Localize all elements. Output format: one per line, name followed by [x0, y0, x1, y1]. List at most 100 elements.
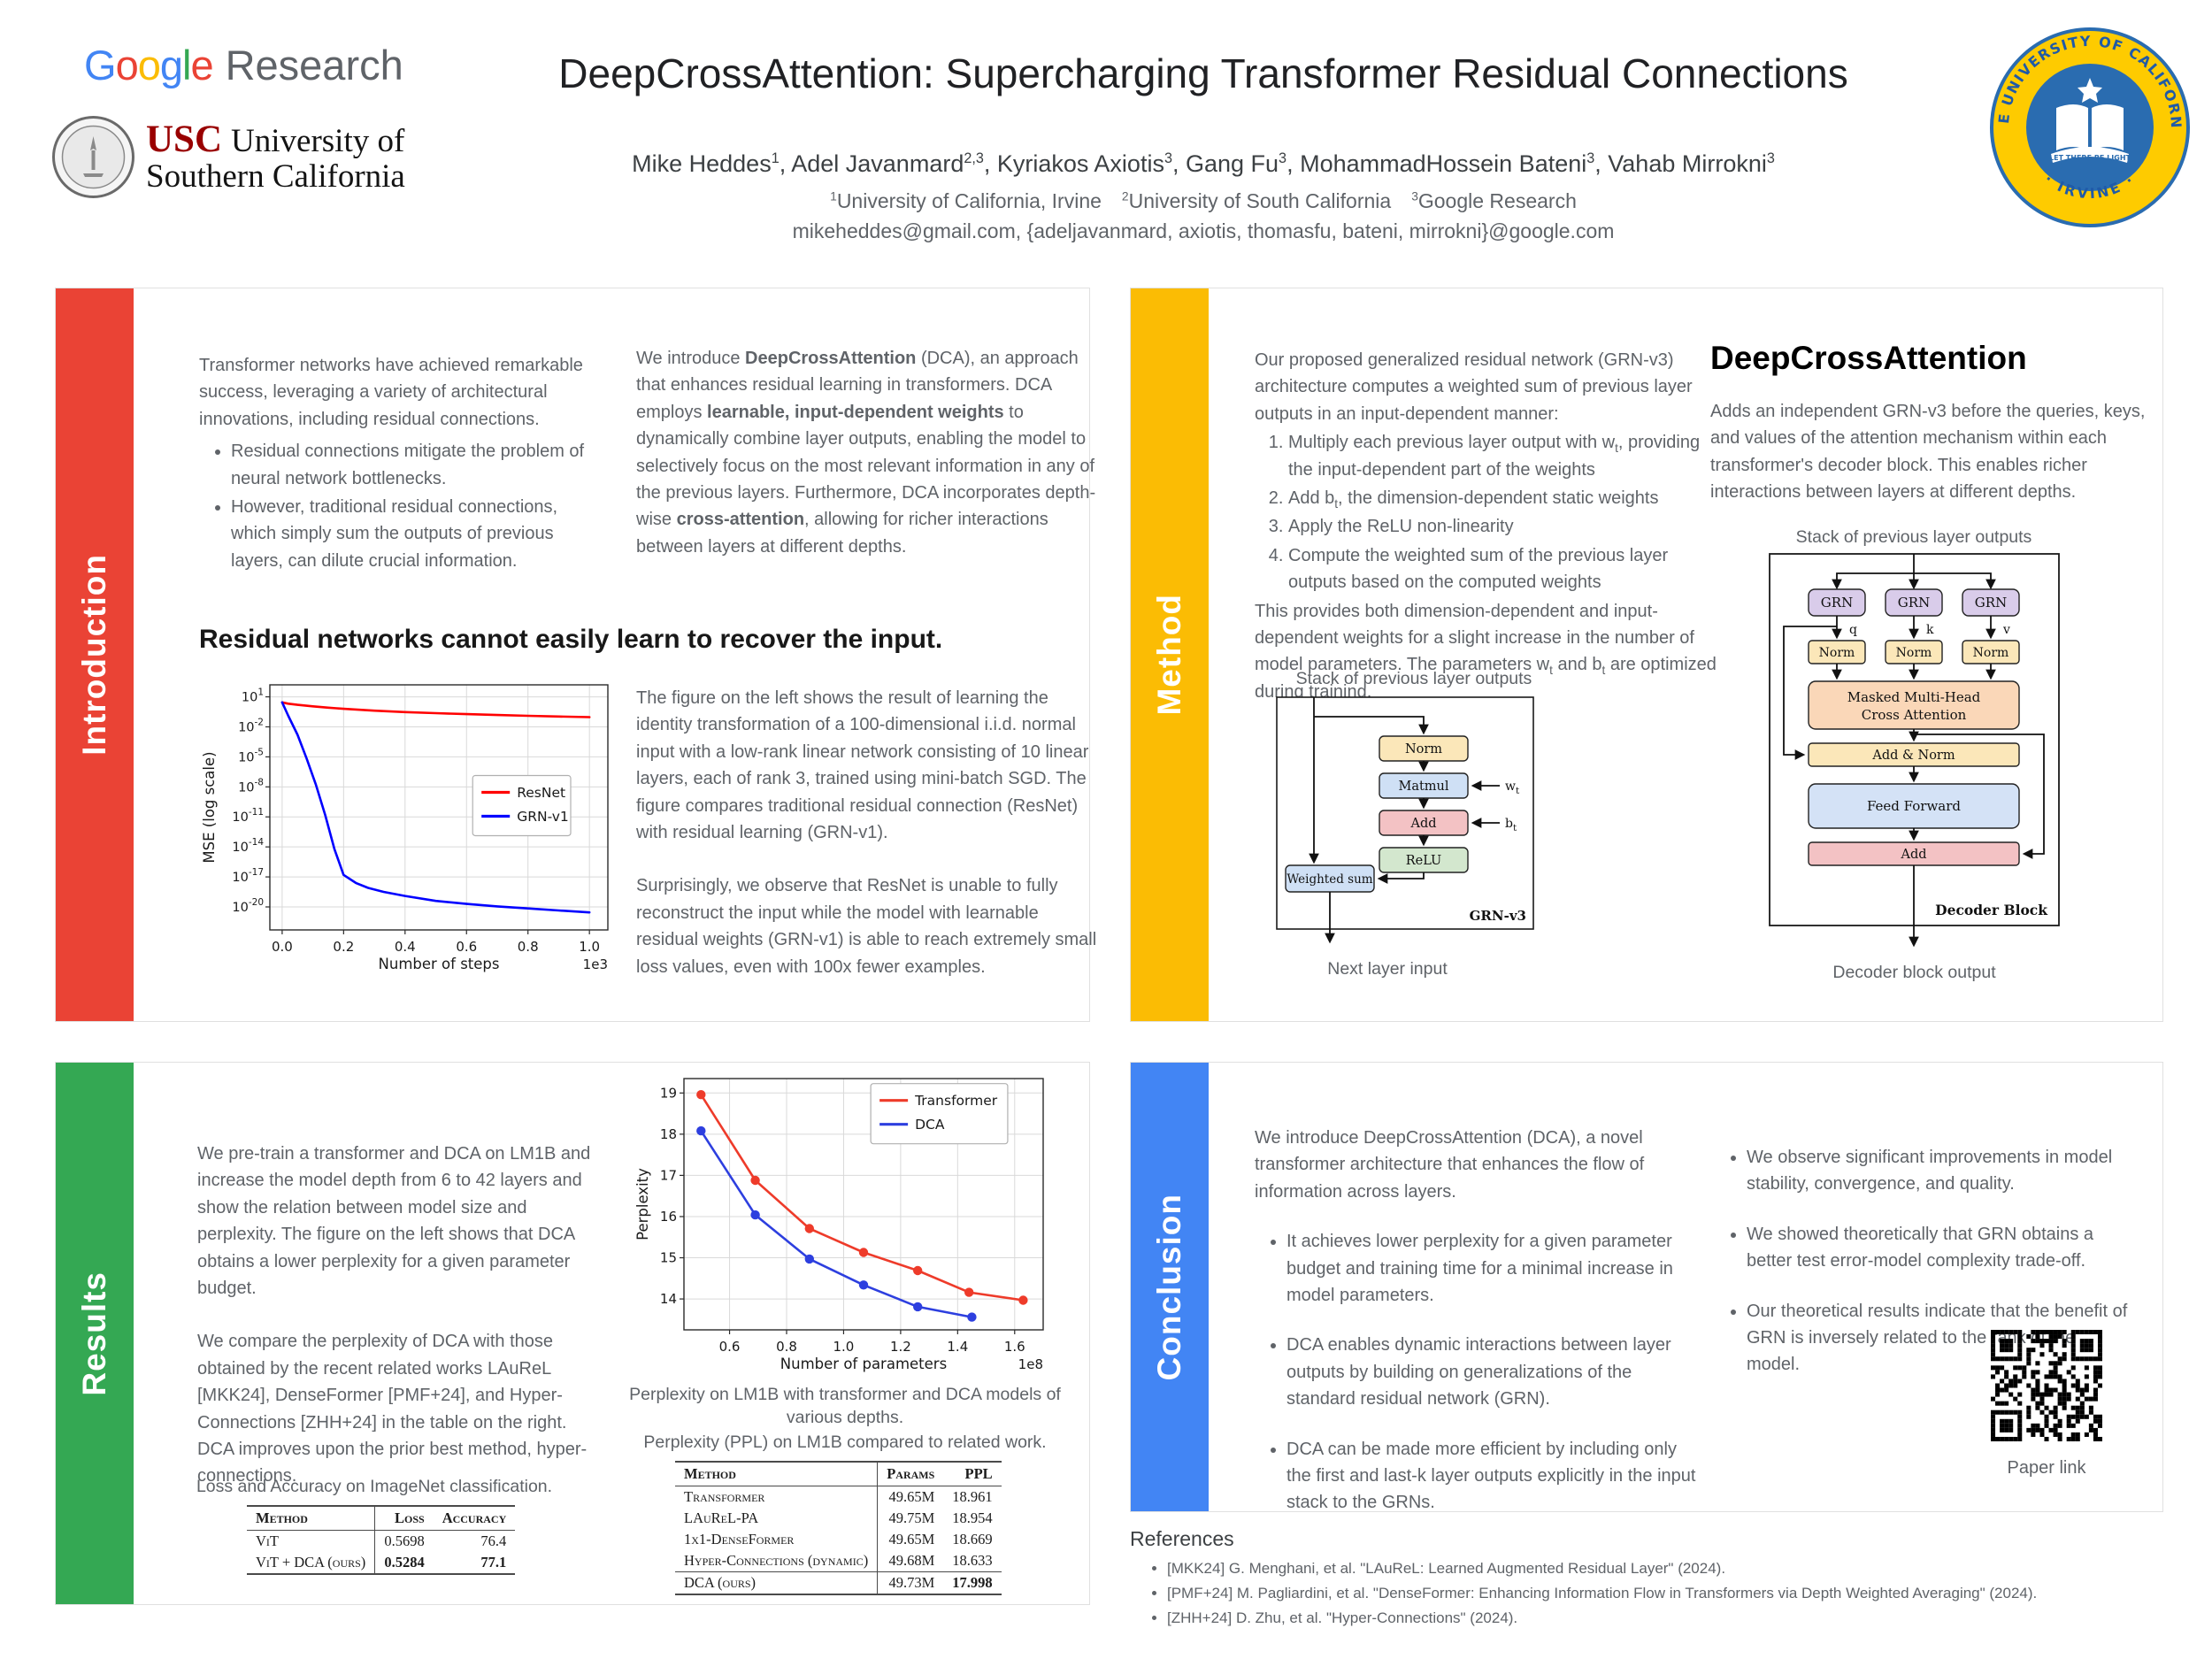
svg-text:16: 16	[660, 1209, 677, 1225]
svg-text:0.6: 0.6	[719, 1339, 741, 1355]
references-list: [MKK24] G. Menghani, et al. "LAuReL: Lea…	[1130, 1560, 2183, 1627]
svg-text:Matmul: Matmul	[1398, 780, 1448, 794]
perplexity-chart: 0.6 0.8 1.0 1.2 1.4 1.6 14 15 16 17 18 19 Number of …	[634, 1078, 1044, 1372]
introduction-col1: Transformer networks have achieved remar…	[199, 352, 590, 576]
conclusion-col1: We introduce DeepCrossAttention (DCA), a…	[1255, 1125, 1704, 1540]
svg-text:10-14: 10-14	[232, 837, 264, 855]
introduction-paragraph: Transformer networks have achieved remar…	[199, 356, 583, 429]
usc-name-line2: Southern California	[146, 157, 405, 195]
list-item: Compute the weighted sum of the previous…	[1288, 542, 1722, 596]
google-logo-research-label: Research	[225, 42, 403, 88]
table-row: DCA (ours) 49.73M 17.998	[675, 1571, 1002, 1594]
usc-wordmark: USC University of Southern California	[146, 119, 405, 195]
svg-text:DCA: DCA	[915, 1117, 945, 1133]
grn-steps-list: Multiply each previous layer output with…	[1255, 429, 1722, 595]
svg-text:bt: bt	[1505, 817, 1517, 833]
list-item: [ZHH+24] D. Zhu, et al. "Hyper-Connectio…	[1167, 1609, 2183, 1627]
dca-diagram-caption-bottom: Decoder block output	[1832, 963, 1996, 982]
figure-observation-paragraph: Surprisingly, we observe that ResNet is …	[636, 876, 1097, 977]
results-sidebar: Results	[56, 1063, 134, 1604]
table-header: Params	[877, 1462, 944, 1486]
results-paragraph-2: We compare the perplexity of DCA with th…	[197, 1332, 588, 1486]
table-header: Method	[247, 1506, 376, 1531]
introduction-col2: We introduce DeepCrossAttention (DCA), a…	[636, 345, 1098, 560]
svg-text:19: 19	[660, 1085, 677, 1101]
svg-text:GRN-v3: GRN-v3	[1470, 908, 1526, 924]
svg-text:k: k	[1926, 623, 1934, 637]
conclusion-sidebar: Conclusion	[1131, 1063, 1209, 1511]
svg-text:18: 18	[660, 1126, 677, 1142]
svg-text:1.2: 1.2	[890, 1339, 911, 1355]
grn-intro-paragraph: Our proposed generalized residual networ…	[1255, 350, 1693, 424]
svg-text:101: 101	[242, 687, 264, 705]
imagenet-table-caption: Loss and Accuracy on ImageNet classifica…	[196, 1477, 553, 1496]
table-cell: Transformer	[675, 1486, 879, 1508]
table-row: LAuReL-PA 49.75M 18.954	[675, 1508, 1002, 1529]
svg-text:Decoder Block: Decoder Block	[1935, 902, 2047, 918]
usc-seal-icon	[52, 116, 134, 198]
google-logo-letter: e	[190, 42, 213, 88]
table-header: Accuracy	[433, 1506, 516, 1531]
svg-text:q: q	[1849, 623, 1857, 637]
svg-text:Norm: Norm	[1973, 646, 2009, 660]
method-sidebar-label: Method	[1151, 594, 1187, 716]
table-cell: 0.5698	[384, 1532, 425, 1549]
introduction-sidebar: Introduction	[56, 288, 134, 1021]
svg-text:GRN-v1: GRN-v1	[517, 809, 569, 825]
google-logo-letters: Google	[84, 42, 214, 88]
list-item: [MKK24] G. Menghani, et al. "LAuReL: Lea…	[1167, 1560, 2183, 1578]
svg-text:1e3: 1e3	[583, 956, 608, 972]
conclusion-sidebar-label: Conclusion	[1151, 1193, 1187, 1381]
dca-overview-paragraph: We introduce DeepCrossAttention (DCA), a…	[636, 349, 1096, 557]
conclusion-col2: We observe significant improvements in m…	[1715, 1144, 2131, 1402]
svg-text:Masked Multi-Head: Masked Multi-Head	[1847, 689, 1981, 705]
conclusion-right-bullets: We observe significant improvements in m…	[1715, 1144, 2131, 1379]
list-item: [PMF+24] M. Pagliardini, et al. "DenseFo…	[1167, 1585, 2183, 1602]
svg-text:0.8: 0.8	[518, 939, 539, 955]
table-header: PPL	[943, 1462, 1002, 1486]
table-cell: ViT + DCA (ours)	[247, 1552, 376, 1574]
list-item: DCA enables dynamic interactions between…	[1286, 1332, 1704, 1412]
svg-text:10-5: 10-5	[238, 747, 264, 764]
svg-text:MSE (log scale): MSE (log scale)	[201, 751, 218, 863]
table-cell: 49.65M	[888, 1488, 935, 1505]
page-title: DeepCrossAttention: Supercharging Transf…	[558, 50, 1848, 96]
list-item: Residual connections mitigate the proble…	[231, 438, 590, 492]
table-cell: 18.669	[952, 1531, 993, 1548]
google-logo-letter: G	[84, 42, 117, 88]
table-cell: LAuReL-PA	[675, 1508, 879, 1529]
table-cell: 0.5284	[384, 1554, 425, 1571]
results-sidebar-label: Results	[76, 1271, 112, 1396]
svg-text:Number of parameters: Number of parameters	[780, 1356, 947, 1372]
svg-text:Norm: Norm	[1896, 646, 1932, 660]
emails-line: mikeheddes@gmail.com, {adeljavanmard, ax…	[792, 219, 1615, 242]
uci-seal-icon: THE UNIVERSITY OF CALIFORNIA · IRVINE · …	[1989, 27, 2190, 227]
svg-text:Add: Add	[1409, 817, 1436, 831]
references-section: References [MKK24] G. Menghani, et al. "…	[1130, 1527, 2183, 1634]
authors-line: Mike Heddes1, Adel Javanmard2,3, Kyriako…	[632, 150, 1775, 177]
conclusion-intro-paragraph: We introduce DeepCrossAttention (DCA), a…	[1255, 1128, 1645, 1202]
panel-method: Method Our proposed generalized residual…	[1130, 288, 2163, 1022]
seal-star	[2078, 78, 2102, 103]
svg-text:Number of steps: Number of steps	[379, 956, 500, 972]
svg-text:0.6: 0.6	[456, 939, 477, 955]
svg-text:0.0: 0.0	[272, 939, 293, 955]
introduction-figure-heading: Residual networks cannot easily learn to…	[199, 625, 943, 654]
method-sidebar: Method	[1131, 288, 1209, 1021]
svg-text:Feed Forward: Feed Forward	[1867, 798, 1961, 814]
google-research-logo: Google Research	[84, 41, 403, 89]
paper-qr-block: Paper link	[1987, 1330, 2106, 1479]
dca-heading: DeepCrossAttention	[1710, 340, 2027, 376]
svg-text:v: v	[2002, 623, 2010, 637]
svg-text:ResNet: ResNet	[517, 785, 565, 801]
list-item: DCA can be made more efficient by includ…	[1286, 1436, 1704, 1517]
ppl-table: Method Params PPL Transformer 49.65M 18.961 LA…	[675, 1461, 1002, 1595]
svg-text:10-17: 10-17	[232, 867, 264, 885]
references-heading: References	[1130, 1527, 1234, 1550]
list-item: Apply the ReLU non-linearity	[1288, 513, 1722, 540]
table-row: ViT 0.5698 76.4	[247, 1530, 515, 1552]
svg-text:0.2: 0.2	[333, 939, 354, 955]
table-row: ViT + DCA (ours) 0.5284 77.1	[247, 1552, 515, 1574]
svg-text:1e8: 1e8	[1018, 1356, 1043, 1372]
affiliations-line: 1University of California, Irvine 2Unive…	[830, 189, 1577, 212]
